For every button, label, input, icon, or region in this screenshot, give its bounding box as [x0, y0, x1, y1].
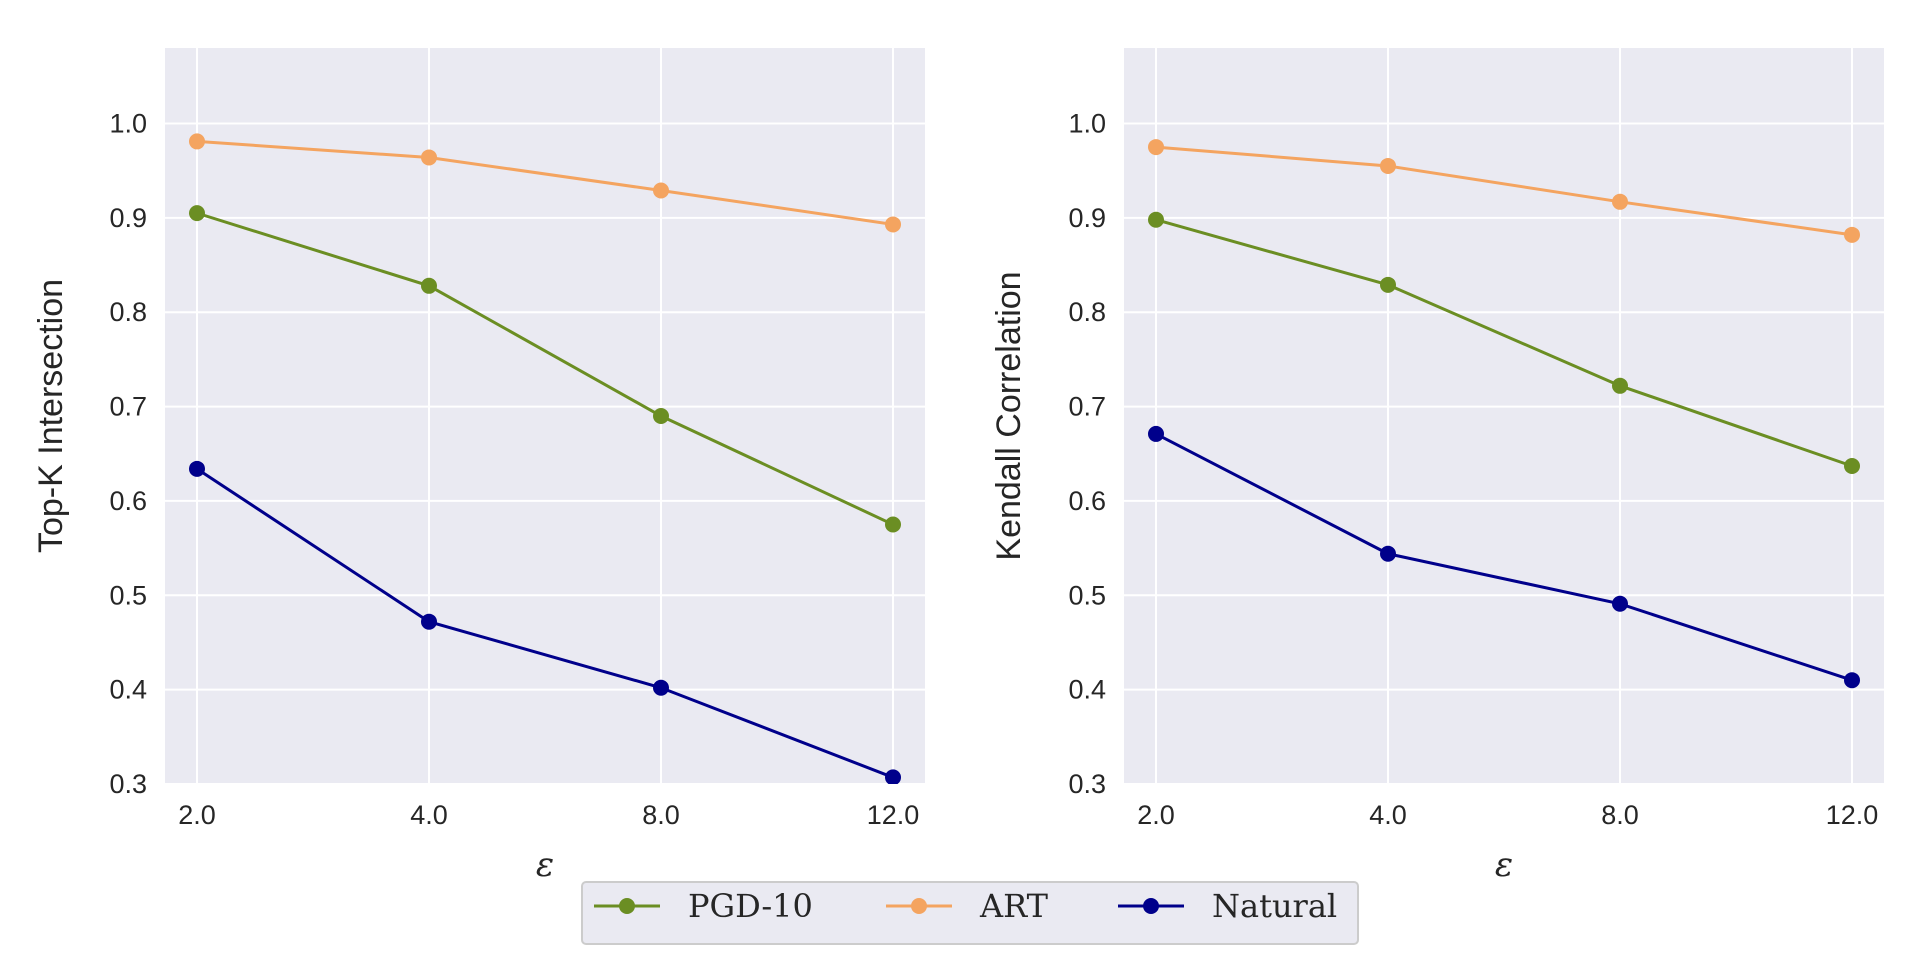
series-line-art	[196, 139, 894, 226]
legend-marker-natural	[1143, 898, 1159, 914]
x-axis-title: ε	[1495, 845, 1513, 885]
data-point-art	[885, 216, 901, 233]
y-tick-label: 0.4	[109, 675, 147, 705]
data-point-art	[1612, 193, 1628, 210]
y-tick-label: 0.4	[1068, 675, 1106, 705]
data-point-natural	[189, 460, 205, 477]
y-tick-label: 0.6	[109, 486, 147, 516]
series-line-natural	[1155, 432, 1853, 682]
data-point-pgd-10	[1844, 458, 1860, 475]
y-tick-label: 0.5	[109, 580, 147, 610]
y-tick-label: 0.3	[1068, 769, 1106, 799]
y-tick-label: 0.8	[109, 297, 147, 327]
series-pgd-10	[1148, 211, 1860, 475]
data-point-natural	[421, 613, 437, 630]
legend-label-art: ART	[979, 887, 1049, 925]
series-art	[1148, 139, 1860, 243]
y-tick-label: 0.3	[109, 769, 147, 799]
y-tick-label: 0.5	[1068, 580, 1106, 610]
y-tick-label: 0.8	[1068, 297, 1106, 327]
y-tick-label: 0.6	[1068, 486, 1106, 516]
data-point-pgd-10	[421, 277, 437, 294]
series-line-natural	[196, 467, 894, 779]
series-natural	[1148, 425, 1860, 689]
x-tick-label: 2.0	[1137, 800, 1175, 830]
y-axis-title: Top-K Intersection	[32, 279, 70, 553]
data-point-art	[1148, 139, 1164, 156]
legend-marker-art	[911, 898, 927, 914]
data-point-natural	[885, 769, 901, 784]
legend-label-pgd-10: PGD-10	[688, 887, 813, 925]
data-point-pgd-10	[1380, 276, 1396, 293]
y-tick-label: 0.7	[109, 392, 147, 422]
x-tick-label: 4.0	[410, 800, 448, 830]
legend-entry-art: ART	[886, 887, 1049, 925]
data-point-art	[421, 149, 437, 166]
y-tick-label: 0.7	[1068, 392, 1106, 422]
y-tick-label: 0.9	[1068, 203, 1106, 233]
series-natural	[189, 460, 901, 784]
legend-entry-natural: Natural	[1118, 887, 1337, 925]
x-tick-label: 12.0	[1826, 800, 1879, 830]
data-point-art	[653, 182, 669, 199]
legend: PGD-10 ART Natural	[581, 881, 1359, 945]
y-tick-label: 1.0	[1068, 108, 1106, 138]
series-pgd-10	[189, 205, 901, 533]
series-line-pgd-10	[196, 211, 894, 526]
data-point-art	[1380, 157, 1396, 174]
data-point-pgd-10	[885, 516, 901, 533]
series-line-art	[1155, 145, 1853, 237]
series-line-pgd-10	[1155, 218, 1853, 468]
x-axis-title: ε	[536, 845, 554, 885]
left-chart-top-k-intersection: 0.3 0.4 0.5 0.6 0.7 0.8 0.9 1.0 2.0 4.0 8.0 12.0 Top…	[32, 48, 925, 885]
data-point-pgd-10	[1148, 211, 1164, 228]
data-point-art	[1844, 226, 1860, 243]
legend-label-natural: Natural	[1212, 887, 1337, 925]
plot-background	[1124, 48, 1884, 784]
legend-frame	[581, 881, 1359, 945]
x-tick-label: 8.0	[642, 800, 680, 830]
y-tick-label: 1.0	[109, 108, 147, 138]
data-point-pgd-10	[653, 408, 669, 424]
data-point-art	[189, 133, 205, 150]
legend-entry-pgd-10: PGD-10	[594, 887, 813, 925]
plot-background	[165, 48, 925, 784]
legend-marker-pgd-10	[619, 898, 635, 914]
data-point-natural	[1844, 672, 1860, 689]
data-point-natural	[1148, 425, 1164, 442]
data-point-natural	[653, 679, 669, 696]
y-axis-title: Kendall Correlation	[990, 271, 1028, 560]
series-art	[189, 133, 901, 233]
data-point-natural	[1380, 545, 1396, 562]
x-tick-label: 4.0	[1369, 800, 1407, 830]
data-point-pgd-10	[189, 205, 205, 222]
data-point-natural	[1612, 595, 1628, 612]
data-point-pgd-10	[1612, 377, 1628, 394]
x-tick-label: 12.0	[867, 800, 920, 830]
right-chart-kendall-correlation: 0.3 0.4 0.5 0.6 0.7 0.8 0.9 1.0 2.0 4.0 8.0 12.0 Ken…	[990, 48, 1884, 885]
x-tick-label: 2.0	[178, 800, 216, 830]
y-tick-label: 0.9	[109, 203, 147, 233]
x-tick-label: 8.0	[1601, 800, 1639, 830]
